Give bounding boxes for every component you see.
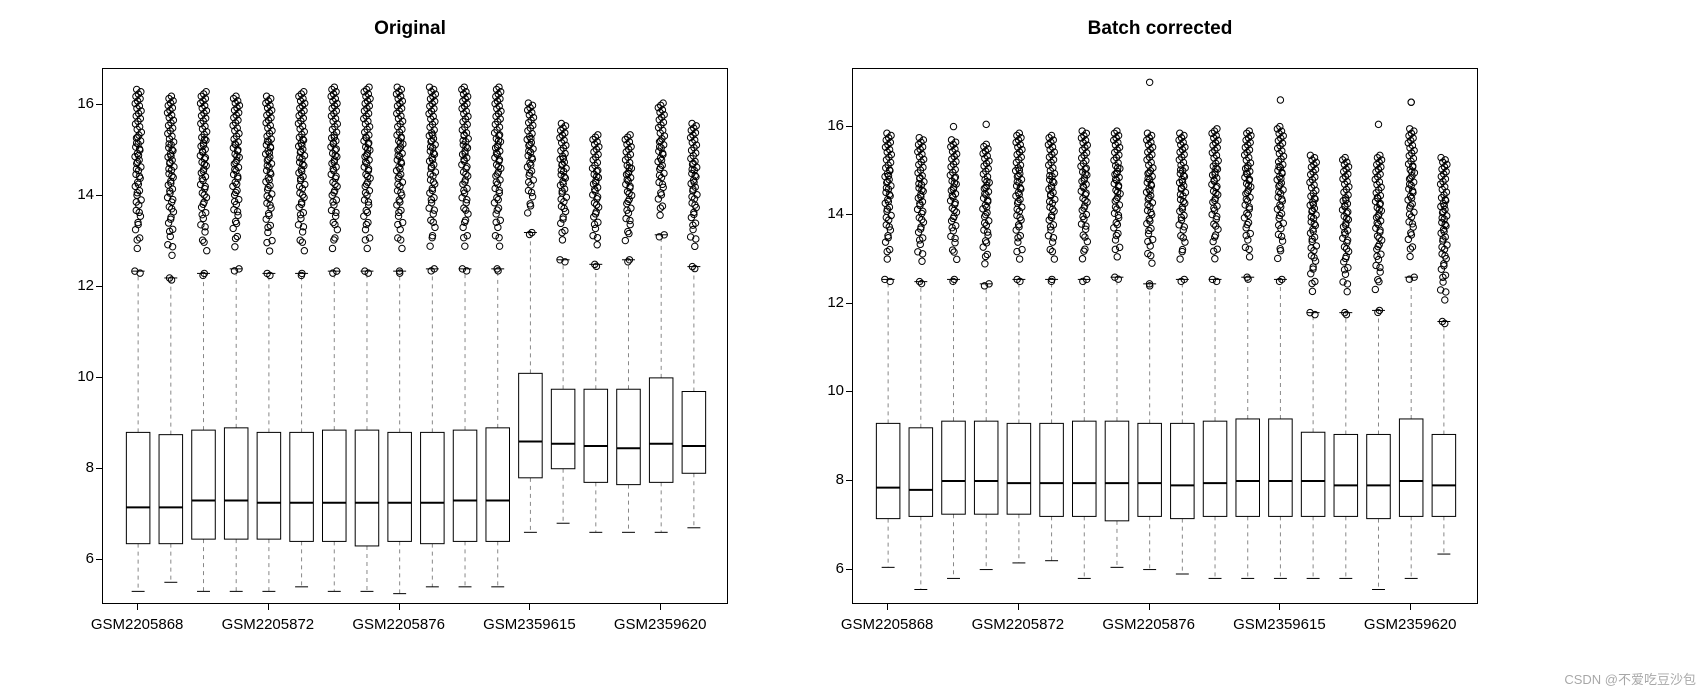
box [1367, 434, 1391, 518]
x-tick [137, 604, 138, 610]
x-tick [268, 604, 269, 610]
box [421, 432, 445, 543]
box [192, 430, 216, 539]
plot-area-original [102, 68, 728, 604]
x-tick-label: GSM2205876 [1094, 616, 1204, 633]
y-tick [846, 391, 852, 392]
x-tick [1149, 604, 1150, 610]
box [1138, 423, 1162, 516]
box [1040, 423, 1064, 516]
x-tick [1279, 604, 1280, 610]
y-tick [846, 303, 852, 304]
box [1269, 419, 1293, 516]
plot-area-corrected [852, 68, 1478, 604]
y-tick [96, 286, 102, 287]
box [453, 430, 477, 541]
x-tick-label: GSM2359620 [605, 616, 715, 633]
figure-container: Original 6 8 10 12 14 16 GSM2205868 GSM2205872 GS… [0, 0, 1708, 694]
boxplot-svg-original [103, 69, 729, 605]
x-tick-label: GSM2205868 [832, 616, 942, 633]
y-tick [96, 377, 102, 378]
box [1203, 421, 1227, 516]
box [1171, 423, 1195, 518]
x-tick-label: GSM2205876 [344, 616, 454, 633]
watermark: CSDN @不爱吃豆沙包 [1564, 669, 1696, 688]
y-tick-label: 10 [66, 368, 94, 385]
y-tick-label: 14 [66, 186, 94, 203]
panel-title-original: Original [60, 18, 760, 40]
y-tick-label: 6 [66, 550, 94, 567]
x-tick [529, 604, 530, 610]
x-tick [887, 604, 888, 610]
x-tick-label: GSM2205872 [213, 616, 323, 633]
box [323, 430, 347, 541]
x-tick [1410, 604, 1411, 610]
box [1073, 421, 1097, 516]
box [1007, 423, 1031, 514]
panel-original: Original 6 8 10 12 14 16 GSM2205868 GSM2205872 GS… [60, 8, 760, 668]
y-tick [96, 195, 102, 196]
y-tick [96, 104, 102, 105]
boxplot-svg-corrected [853, 69, 1479, 605]
y-tick [846, 569, 852, 570]
y-tick [846, 126, 852, 127]
x-tick [660, 604, 661, 610]
y-tick [846, 214, 852, 215]
x-tick-label: GSM2359620 [1355, 616, 1465, 633]
panel-corrected: Batch corrected 6 8 10 12 14 16 GSM2205868 GSM22… [810, 8, 1510, 668]
x-tick-label: GSM2359615 [1224, 616, 1334, 633]
box [617, 389, 641, 484]
box [1432, 434, 1456, 516]
y-tick-label: 6 [816, 560, 844, 577]
panel-title-corrected: Batch corrected [810, 18, 1510, 40]
y-tick-label: 10 [816, 382, 844, 399]
box [942, 421, 966, 514]
box [126, 432, 150, 543]
box [1399, 419, 1423, 516]
y-tick [96, 468, 102, 469]
y-tick-label: 12 [66, 277, 94, 294]
y-tick-label: 16 [66, 95, 94, 112]
box [486, 428, 510, 542]
box [909, 428, 933, 517]
box [974, 421, 998, 514]
x-tick [1018, 604, 1019, 610]
box [1236, 419, 1260, 516]
x-tick-label: GSM2205868 [82, 616, 192, 633]
y-tick-label: 16 [816, 117, 844, 134]
box [1301, 432, 1325, 516]
x-tick-label: GSM2359615 [474, 616, 584, 633]
box [224, 428, 248, 539]
box [584, 389, 608, 482]
box [257, 432, 281, 539]
box [388, 432, 412, 541]
box [682, 392, 706, 474]
box [551, 389, 575, 468]
box [159, 435, 183, 544]
y-tick [96, 559, 102, 560]
y-tick-label: 8 [816, 471, 844, 488]
y-tick-label: 8 [66, 459, 94, 476]
box [649, 378, 673, 482]
y-tick-label: 12 [816, 294, 844, 311]
box [1334, 434, 1358, 516]
box [876, 423, 900, 518]
x-tick-label: GSM2205872 [963, 616, 1073, 633]
box [519, 373, 543, 477]
x-tick [399, 604, 400, 610]
y-tick-label: 14 [816, 205, 844, 222]
box [1105, 421, 1129, 521]
box [355, 430, 379, 546]
y-tick [846, 480, 852, 481]
box [290, 432, 314, 541]
